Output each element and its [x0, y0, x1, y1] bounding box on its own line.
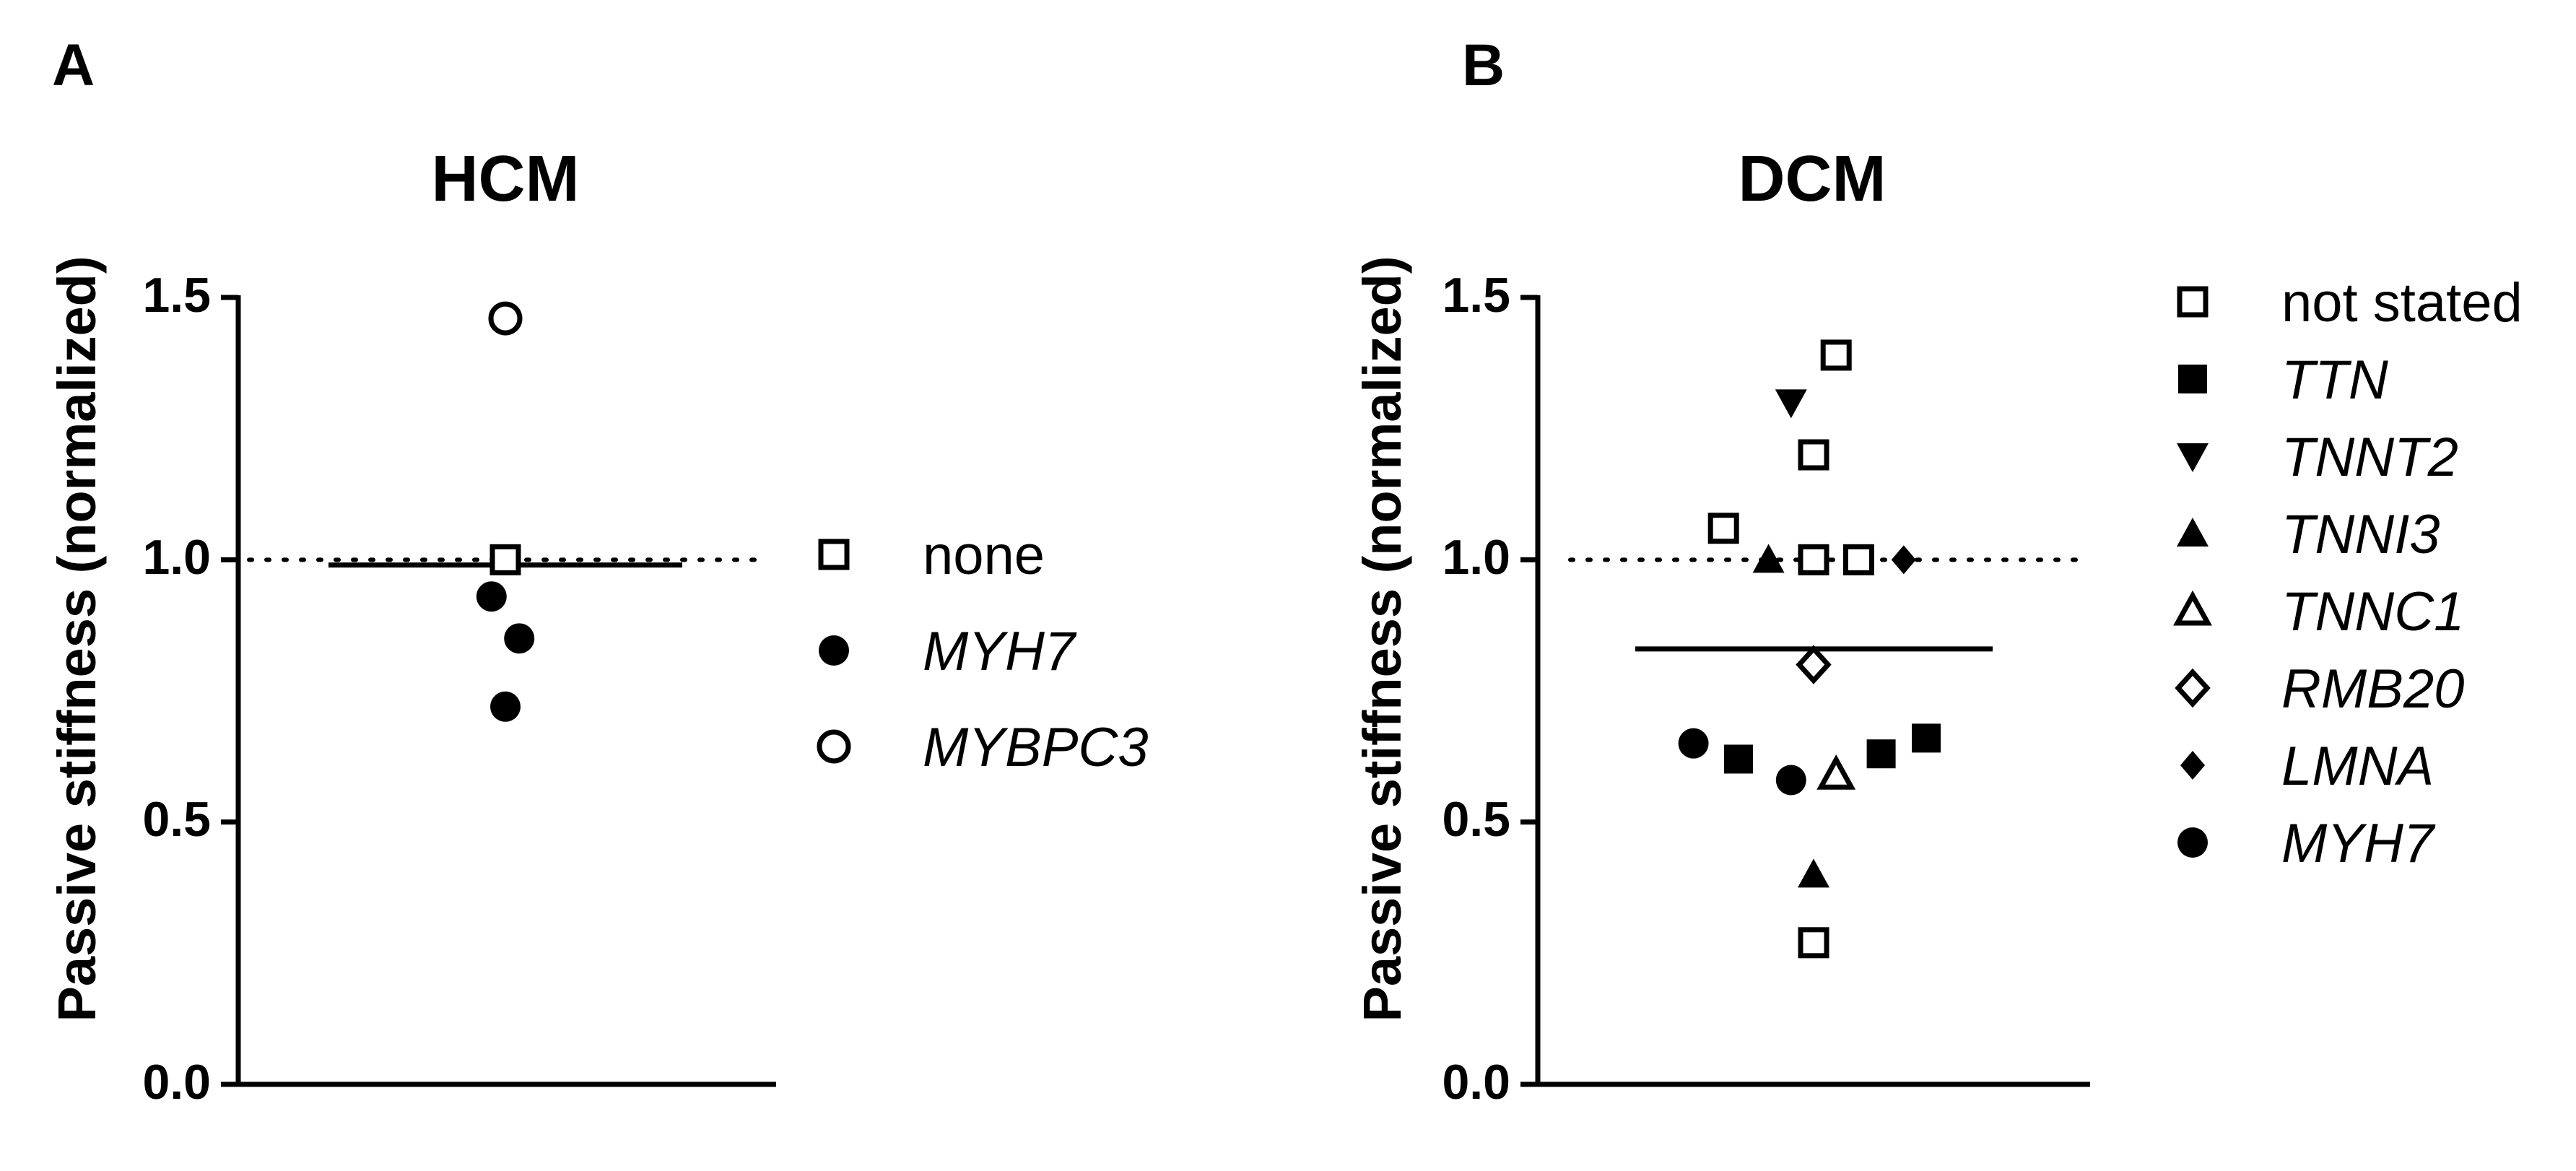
panel-a-y-axis-label: Passive stiffness (normalized) — [47, 256, 107, 1022]
data-point — [504, 623, 535, 654]
legend-marker-icon — [2175, 668, 2211, 708]
data-point — [476, 581, 507, 612]
legend-label: RMB20 — [2281, 658, 2464, 720]
data-point — [1816, 754, 1856, 790]
legend-marker-icon — [817, 729, 851, 764]
panel-a-tick-label: 1.5 — [142, 268, 211, 323]
legend-marker-icon — [2178, 365, 2207, 393]
data-point — [489, 544, 521, 575]
panel-b-tick-label: 0.0 — [1442, 1055, 1510, 1110]
panel-b: B DCM Passive stiffness (normalized) 0.0… — [1352, 32, 2523, 1110]
data-point — [1707, 513, 1739, 544]
data-point — [1820, 339, 1852, 371]
panel-a-marks — [247, 301, 757, 722]
panel-b-y-axis-label: Passive stiffness (normalized) — [1352, 256, 1412, 1022]
data-point — [1796, 645, 1832, 684]
legend-label: none — [923, 525, 1045, 586]
panel-a-axes — [221, 295, 776, 1087]
data-point — [490, 691, 521, 722]
data-point — [1752, 544, 1785, 573]
panel-b-tick-label: 0.5 — [1442, 792, 1510, 847]
panel-b-letter: B — [1462, 32, 1505, 98]
panel-a-tick-labels: 0.0 0.5 1.0 1.5 — [142, 268, 211, 1110]
panel-b-axes — [1520, 295, 2090, 1087]
data-point — [1842, 544, 1874, 575]
panel-a-tick-label: 1.0 — [142, 530, 211, 585]
legend-marker-icon — [2177, 286, 2209, 318]
legend-label: TNNT2 — [2281, 427, 2458, 488]
panel-a-legend: none MYH7 MYBPC3 — [817, 525, 1149, 778]
panel-a-letter: A — [52, 32, 95, 98]
legend-label: TNNC1 — [2281, 581, 2464, 643]
data-point — [1775, 389, 1807, 419]
panel-b-marks — [1568, 339, 2078, 959]
data-point — [1798, 439, 1829, 471]
legend-marker-icon — [2177, 443, 2209, 472]
legend-label: not stated — [2281, 272, 2523, 334]
legend-marker-icon — [2177, 827, 2208, 858]
legend-label: MYH7 — [2281, 813, 2436, 874]
data-point — [1678, 728, 1709, 759]
data-point — [488, 301, 523, 336]
legend-marker-icon — [819, 635, 849, 666]
data-point — [1775, 765, 1806, 796]
panel-a-title: HCM — [432, 143, 580, 215]
data-point — [1798, 927, 1829, 959]
data-point — [1798, 544, 1829, 575]
legend-label: TTN — [2281, 349, 2388, 411]
legend-label: MYBPC3 — [923, 717, 1149, 778]
legend-label: TNNI3 — [2281, 504, 2440, 565]
panel-b-legend: not stated TTN TNNT2 TNNI3 TNNC1 RMB20 LMNA MYH… — [2173, 272, 2523, 874]
panel-a: A HCM Passive stiffness (normalized) 0.0… — [47, 32, 1149, 1110]
legend-label: MYH7 — [923, 621, 1077, 682]
legend-marker-icon — [818, 539, 850, 570]
legend-marker-icon — [2180, 751, 2205, 780]
legend-marker-icon — [2173, 590, 2212, 626]
data-point — [1724, 744, 1753, 774]
data-point — [1891, 545, 1916, 575]
panel-b-title: DCM — [1739, 143, 1887, 215]
panel-a-tick-label: 0.5 — [142, 792, 211, 847]
panel-a-tick-label: 0.0 — [142, 1055, 211, 1110]
panel-b-tick-label: 1.0 — [1442, 530, 1510, 585]
data-point — [1866, 739, 1896, 769]
data-point — [1912, 723, 1941, 753]
legend-label: LMNA — [2281, 736, 2434, 797]
data-point — [1798, 858, 1829, 888]
legend-marker-icon — [2177, 518, 2209, 547]
panel-b-tick-labels: 0.0 0.5 1.0 1.5 — [1442, 268, 1510, 1110]
panel-b-tick-label: 1.5 — [1442, 268, 1510, 323]
